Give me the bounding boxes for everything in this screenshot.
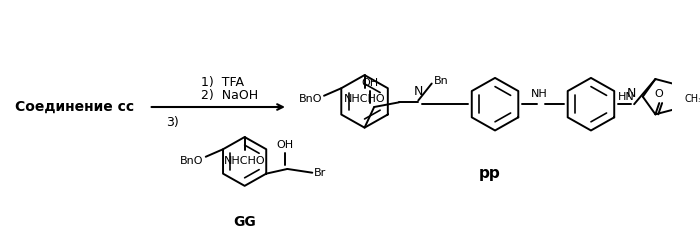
Text: CH₃: CH₃ <box>685 94 700 104</box>
Text: OH: OH <box>362 78 379 88</box>
Text: NHCHO: NHCHO <box>344 94 386 104</box>
Text: O: O <box>655 89 664 99</box>
Text: BnO: BnO <box>299 94 322 104</box>
Text: GG: GG <box>233 215 256 227</box>
Text: 1)  TFA: 1) TFA <box>202 76 244 89</box>
Text: N: N <box>626 87 636 100</box>
Text: NHCHO: NHCHO <box>224 156 265 166</box>
Text: 2)  NaOH: 2) NaOH <box>202 89 258 102</box>
Text: OH: OH <box>277 140 294 150</box>
Text: Br: Br <box>314 168 326 178</box>
Text: Соединение сс: Соединение сс <box>15 100 134 114</box>
Text: Bn: Bn <box>433 76 449 86</box>
Text: N: N <box>414 85 423 98</box>
Text: 3): 3) <box>166 116 179 128</box>
Text: BnO: BnO <box>181 155 204 165</box>
Text: NH: NH <box>531 89 547 99</box>
Text: HN: HN <box>618 92 635 102</box>
Text: pp: pp <box>478 166 500 181</box>
